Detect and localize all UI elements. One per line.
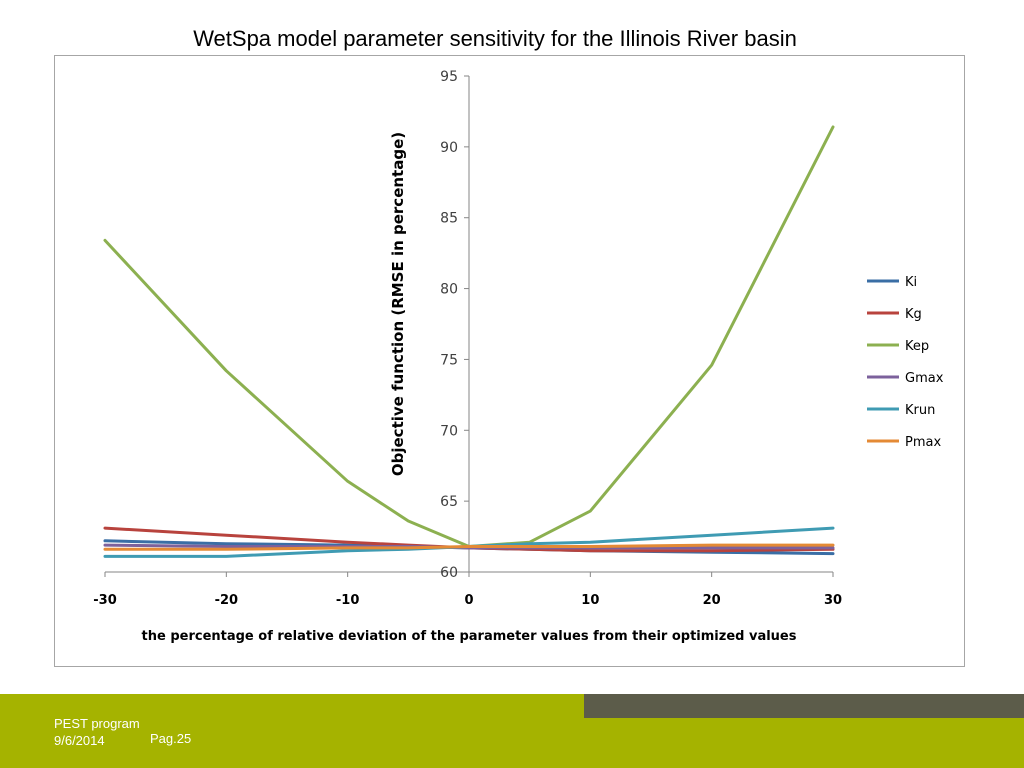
y-tick-label: 75 bbox=[440, 352, 458, 368]
x-tick-label: -10 bbox=[336, 593, 360, 608]
legend-label-kep: Kep bbox=[905, 339, 929, 354]
y-axis-title: Objective function (RMSE in percentage) bbox=[389, 132, 407, 476]
y-tick-label: 70 bbox=[440, 423, 458, 439]
footer-program: PEST program bbox=[54, 716, 140, 731]
x-tick-label: -30 bbox=[93, 593, 117, 608]
legend-label-kg: Kg bbox=[905, 307, 922, 322]
footer-page-number: Pag.25 bbox=[150, 731, 192, 746]
series-lines bbox=[103, 125, 835, 558]
x-tick-label: -20 bbox=[215, 593, 239, 608]
x-tick-label: 20 bbox=[703, 593, 721, 608]
series-line-pmax bbox=[103, 543, 835, 551]
legend-label-krun: Krun bbox=[905, 403, 935, 418]
x-tick-label: 30 bbox=[824, 593, 842, 608]
y-tick-label: 95 bbox=[440, 69, 458, 85]
legend-label-gmax: Gmax bbox=[905, 371, 944, 386]
y-tick-label: 85 bbox=[440, 211, 458, 227]
x-tick-label: 10 bbox=[581, 593, 599, 608]
legend: Ki Kg Kep Gmax Krun Pmax bbox=[867, 275, 944, 450]
legend-label-ki: Ki bbox=[905, 275, 917, 290]
x-axis-title: the percentage of relative deviation of … bbox=[142, 629, 797, 644]
legend-label-pmax: Pmax bbox=[905, 435, 941, 450]
y-tick-label: 90 bbox=[440, 140, 458, 156]
chart-frame: -30 -20 -10 0 10 20 30 60 65 70 75 80 85 90 95 the perc… bbox=[54, 55, 965, 667]
footer-accent-bar bbox=[584, 694, 1024, 718]
y-tick-label: 65 bbox=[440, 494, 458, 510]
slide-title: WetSpa model parameter sensitivity for t… bbox=[193, 26, 797, 51]
line-chart: -30 -20 -10 0 10 20 30 60 65 70 75 80 85 90 95 the perc… bbox=[93, 69, 944, 644]
x-tick-label: 0 bbox=[464, 593, 473, 608]
footer-date: 9/6/2014 bbox=[54, 733, 105, 748]
y-tick-label: 60 bbox=[440, 565, 458, 581]
axes: -30 -20 -10 0 10 20 30 60 65 70 75 80 85 90 95 the perc… bbox=[93, 69, 842, 644]
y-tick-label: 80 bbox=[440, 282, 458, 298]
